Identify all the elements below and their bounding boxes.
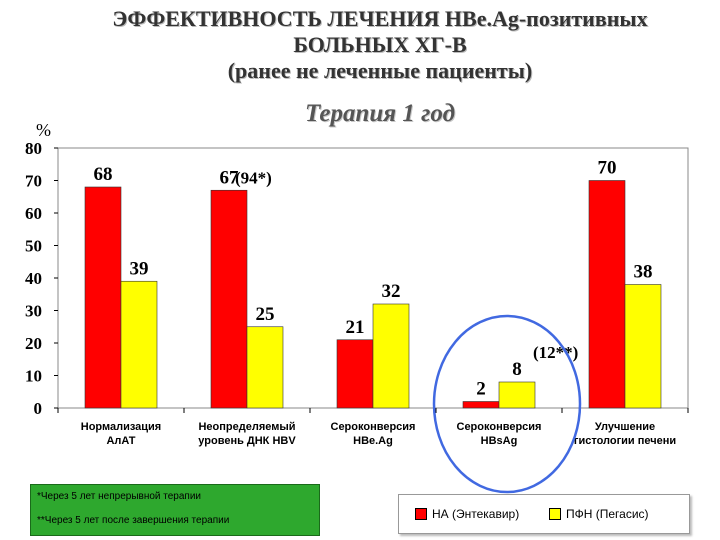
legend-item-series-2: ПФН (Пегасис) [549, 507, 649, 521]
footnote-1: *Через 5 лет непрерывной терапии [37, 491, 202, 502]
bar-value-label: 2 [476, 379, 486, 400]
bar-value-label: 39 [130, 258, 149, 279]
bar-2 [624, 284, 662, 409]
y-tick-label: 10 [25, 367, 42, 386]
bar-2 [246, 326, 284, 409]
title-line-1: ЭФФЕКТИВНОСТЬ ЛЕЧЕНИЯ HBe.Ag-позитивных [112, 6, 648, 31]
x-category-label: АлАТ [106, 435, 135, 447]
x-category-label: Неопределяемый [198, 421, 295, 433]
title-line-2: БОЛЬНЫХ ХГ-В [293, 32, 467, 57]
bar-value-label: 67 [220, 167, 240, 188]
legend-item-series-1: НА (Энтекавир) [415, 507, 519, 521]
legend-swatch-yellow [549, 508, 561, 520]
title-line-3: (ранее не леченные пациенты) [227, 58, 533, 83]
x-category-label: HBsAg [481, 435, 518, 447]
x-category-label: Нормализация [81, 421, 161, 433]
x-category-label: гистологии печени [574, 435, 676, 447]
annotation-label: (12**) [533, 343, 578, 362]
bar-1 [336, 339, 374, 409]
x-category-label: Сероконверсия [331, 421, 416, 433]
bar-1 [588, 180, 626, 409]
y-tick-label: 30 [25, 302, 42, 321]
highlight-circle [432, 314, 582, 494]
bar-2 [372, 303, 410, 409]
y-tick-label: 50 [25, 237, 42, 256]
y-axis-unit: % [36, 120, 51, 140]
chart-subtitle: Терапия 1 год [305, 100, 455, 127]
chart-legend: НА (Энтекавир) ПФН (Пегасис) [398, 494, 690, 534]
legend-label-series-1: НА (Энтекавир) [432, 507, 520, 521]
legend-label-series-2: ПФН (Пегасис) [566, 507, 649, 521]
y-tick-label: 60 [25, 204, 42, 223]
footnote-2: **Через 5 лет после завершения терапии [37, 515, 230, 526]
bar-value-label: 21 [346, 317, 365, 338]
legend-swatch-red [415, 508, 427, 520]
bar-value-label: 32 [382, 281, 401, 302]
bar-2 [120, 280, 158, 409]
bar-1 [462, 401, 500, 409]
bar-value-label: 68 [94, 164, 113, 185]
x-category-label: HBe.Ag [353, 435, 393, 447]
bar-value-label: 38 [634, 262, 653, 283]
y-tick-label: 40 [25, 269, 42, 288]
footnotes-box: *Через 5 лет непрерывной терапии **Через… [30, 484, 320, 536]
x-category-label: Сероконверсия [457, 421, 542, 433]
bar-2 [498, 381, 536, 409]
chart-title: ЭФФЕКТИВНОСТЬ ЛЕЧЕНИЯ HBe.Ag-позитивных … [40, 6, 720, 84]
x-category-label: Улучшение [595, 421, 655, 433]
bar-1 [84, 186, 122, 409]
y-tick-label: 20 [25, 334, 42, 353]
y-tick-label: 80 [25, 139, 42, 158]
y-tick-label: 70 [25, 172, 42, 191]
bar-1 [210, 189, 248, 409]
bar-value-label: 70 [598, 158, 617, 179]
y-tick-label: 0 [34, 399, 43, 418]
annotation-label: (94*) [235, 168, 272, 187]
x-category-label: уровень ДНК HBV [198, 435, 296, 447]
bar-value-label: 8 [512, 359, 522, 380]
bar-value-label: 25 [256, 304, 275, 325]
